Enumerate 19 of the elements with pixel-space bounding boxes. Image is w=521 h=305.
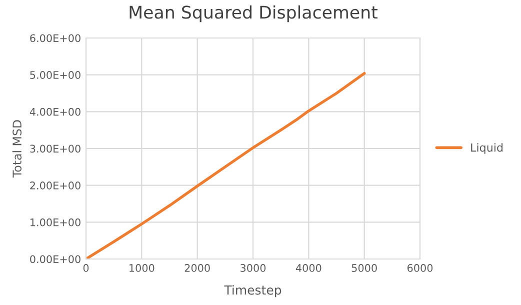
y-tick-label: 1.00E+00 — [30, 218, 80, 226]
x-tick-label: 2000 — [184, 264, 210, 272]
y-tick-label: 6.00E+00 — [30, 34, 80, 42]
x-tick-label: 0 — [83, 264, 89, 272]
y-tick-label: 2.00E+00 — [30, 182, 80, 190]
y-tick-label: 5.00E+00 — [30, 71, 80, 79]
line-series — [86, 72, 366, 259]
x-axis-title: Timestep — [224, 285, 282, 298]
y-tick-label: 0.00E+00 — [30, 255, 80, 264]
y-tick-label: 4.00E+00 — [30, 108, 80, 116]
x-tick-label: 4000 — [296, 264, 322, 272]
legend-label: Liquid — [471, 143, 503, 154]
y-tick-label: 3.00E+00 — [30, 144, 80, 153]
x-tick-label: 1000 — [130, 264, 154, 272]
x-tick-label: 5000 — [352, 264, 377, 272]
x-tick-label: 3000 — [240, 264, 266, 272]
chart-title: Mean Squared Displacement — [130, 5, 378, 22]
y-axis-title: Total MSD — [12, 120, 22, 178]
x-tick-label: 6000 — [407, 264, 433, 272]
